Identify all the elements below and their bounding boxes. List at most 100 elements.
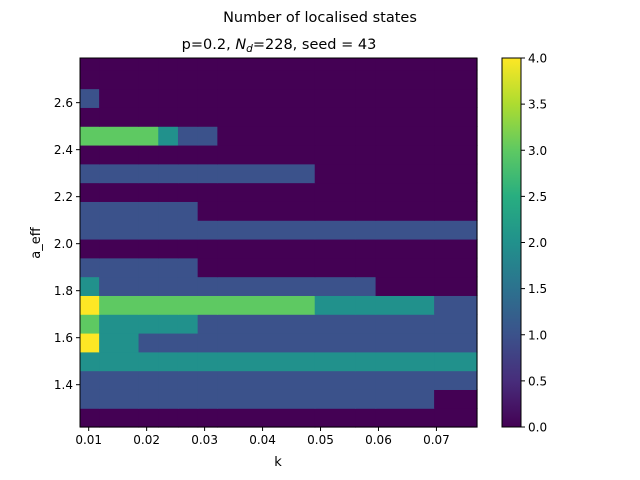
heatmap-cell — [158, 238, 179, 259]
heatmap-cell — [99, 58, 140, 71]
heatmap-cell — [375, 257, 435, 278]
colorbar — [501, 57, 522, 428]
heatmap-cell — [158, 257, 179, 278]
heatmap-cell — [177, 389, 199, 409]
y-tick-label: 1.8 — [54, 284, 73, 298]
heatmap-cell — [217, 257, 316, 278]
heatmap-cell — [138, 351, 159, 372]
heatmap-cell — [177, 257, 199, 278]
heatmap-cell — [99, 69, 140, 90]
heatmap-cell — [138, 408, 159, 428]
heatmap-cell — [434, 182, 478, 202]
heatmap-cell — [158, 88, 179, 108]
heatmap-cell — [217, 220, 316, 240]
heatmap-cell — [375, 351, 435, 372]
heatmap-cell — [158, 126, 179, 146]
heatmap-cell — [375, 107, 435, 127]
heatmap-cell — [158, 144, 179, 165]
colorbar-tick-label: 0.5 — [528, 374, 547, 388]
x-tick-label: 0.07 — [423, 433, 450, 447]
heatmap-cell — [99, 314, 140, 334]
y-tick-label: 2.4 — [54, 143, 73, 157]
heatmap-cell — [314, 332, 356, 353]
heatmap-cell — [158, 276, 179, 296]
heatmap-cell — [217, 107, 316, 127]
heatmap-cell — [375, 220, 435, 240]
heatmap-cell — [197, 58, 218, 71]
heatmap-cell — [158, 370, 179, 390]
heatmap-cell — [217, 58, 316, 71]
heatmap-cell — [99, 276, 140, 296]
heatmap-cell — [177, 314, 199, 334]
heatmap-cell — [99, 144, 140, 165]
heatmap-cell — [314, 351, 356, 372]
heatmap-cell — [177, 107, 199, 127]
y-tick-label: 2.6 — [54, 96, 73, 110]
heatmap-cell — [197, 257, 218, 278]
heatmap-cell — [217, 332, 316, 353]
heatmap-cell — [158, 389, 179, 409]
heatmap-cell — [177, 295, 199, 315]
heatmap-cell — [434, 107, 478, 127]
heatmap-cell — [217, 238, 316, 259]
heatmap-cell — [197, 126, 218, 146]
heatmap-cell — [217, 351, 316, 372]
heatmap-cell — [99, 295, 140, 315]
heatmap-cell — [375, 58, 435, 71]
heatmap-cell — [217, 201, 316, 221]
heatmap-cell — [177, 163, 199, 184]
heatmap-cell — [99, 220, 140, 240]
heatmap-cell — [177, 332, 199, 353]
heatmap-cell — [314, 163, 356, 184]
heatmap-cell — [314, 144, 356, 165]
heatmap-cell — [177, 201, 199, 221]
heatmap-cell — [375, 182, 435, 202]
heatmap-cell — [355, 370, 377, 390]
heatmap-cell — [99, 182, 140, 202]
heatmap-cell — [80, 58, 100, 71]
heatmap-cell — [197, 370, 218, 390]
colorbar-tick-label: 2.5 — [528, 190, 547, 204]
heatmap-cell — [217, 389, 316, 409]
heatmap-cell — [375, 144, 435, 165]
heatmap-cell — [138, 126, 159, 146]
heatmap-cell — [434, 220, 478, 240]
heatmap-cell — [217, 88, 316, 108]
chart-title: p=0.2, Nd=228, seed = 43 — [182, 37, 377, 55]
heatmap-cell — [355, 408, 377, 428]
heatmap-cell — [99, 370, 140, 390]
heatmap-cell — [355, 163, 377, 184]
heatmap-cell — [138, 332, 159, 353]
heatmap-cell — [99, 163, 140, 184]
heatmap-cell — [355, 332, 377, 353]
heatmap-cell — [80, 182, 100, 202]
x-axis-label: k — [274, 455, 282, 470]
y-axis-label: a_eff — [29, 226, 44, 258]
heatmap-cell — [434, 276, 478, 296]
y-axis-ticks: 1.4 1.6 1.8 2.0 2.2 2.4 2.6 — [54, 96, 80, 392]
heatmap-cell — [355, 182, 377, 202]
chart-title-suffix: =228, seed = 43 — [253, 37, 376, 53]
heatmap-cell — [355, 276, 377, 296]
heatmap-cell — [138, 144, 159, 165]
y-tick-label: 2.0 — [54, 237, 73, 251]
heatmap-cell — [138, 276, 159, 296]
heatmap-cell — [138, 182, 159, 202]
heatmap-cell — [434, 163, 478, 184]
heatmap-cell — [314, 408, 356, 428]
heatmap-cell — [177, 351, 199, 372]
heatmap-cell — [99, 332, 140, 353]
heatmap-cell — [138, 69, 159, 90]
heatmap-cell — [217, 295, 316, 315]
heatmap-cell — [197, 144, 218, 165]
heatmap-cell — [217, 144, 316, 165]
heatmap-cell — [355, 314, 377, 334]
heatmap-cell — [80, 107, 100, 127]
y-tick-label: 1.6 — [54, 331, 73, 345]
heatmap-cell — [80, 126, 100, 146]
x-tick-label: 0.01 — [75, 433, 102, 447]
heatmap-cell — [158, 182, 179, 202]
heatmap-cell — [138, 107, 159, 127]
heatmap-cell — [197, 69, 218, 90]
heatmap-cell — [80, 257, 100, 278]
